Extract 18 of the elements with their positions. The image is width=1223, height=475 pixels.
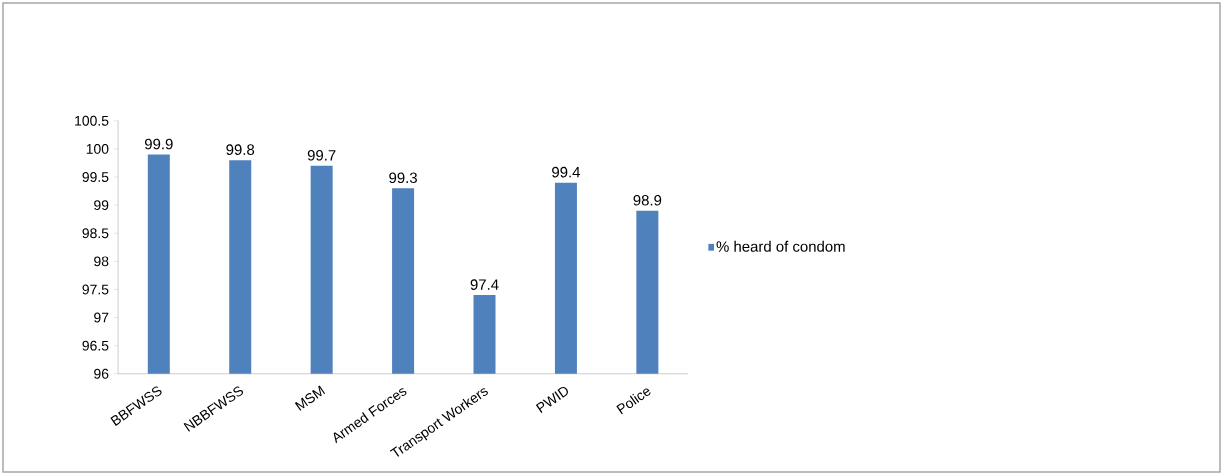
- y-tick-label: 100.5: [75, 115, 109, 126]
- data-label: 98.9: [633, 194, 662, 206]
- y-tick-label: 98: [94, 256, 109, 267]
- y-tick-label: 97.5: [82, 284, 109, 295]
- y-tick-label: 97: [94, 312, 109, 323]
- data-label: 99.4: [552, 166, 581, 178]
- data-label: 97.4: [470, 279, 499, 290]
- legend-label: % heard of condom: [716, 240, 845, 252]
- y-tick-label: 98.5: [82, 228, 109, 239]
- y-tick-label: 100: [86, 143, 109, 154]
- y-tick-label: 96.5: [82, 340, 109, 351]
- data-label: 99.8: [226, 144, 255, 155]
- y-tick-label: 99.5: [82, 172, 109, 182]
- y-tick-label: 99: [94, 200, 109, 211]
- data-label: 99.7: [307, 149, 336, 161]
- data-label: 99.9: [144, 138, 173, 150]
- y-tick-label: 96: [94, 368, 109, 379]
- data-label: 99.3: [389, 172, 417, 184]
